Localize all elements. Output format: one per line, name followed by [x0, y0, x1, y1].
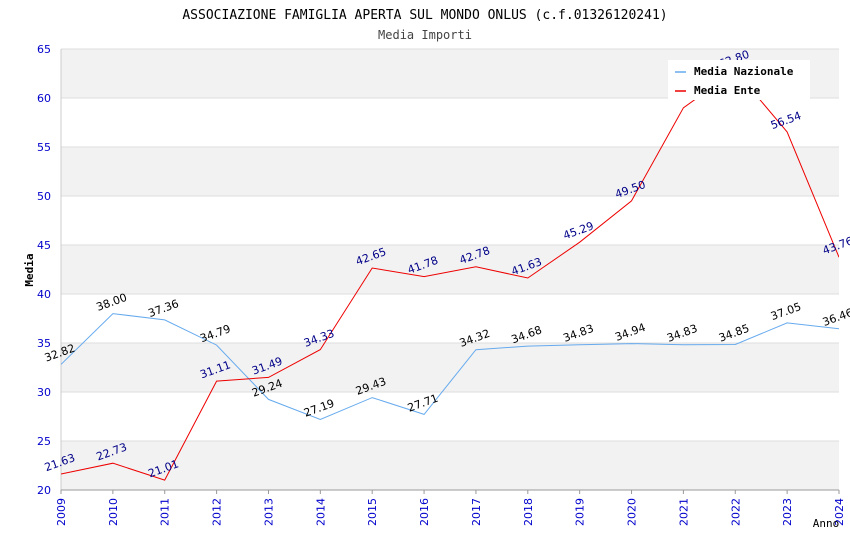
- series-line-media-nazionale: [61, 313, 839, 421]
- band: [61, 343, 839, 392]
- legend-background: [668, 60, 810, 100]
- x-tick-label: 2013: [262, 498, 275, 526]
- band: [61, 441, 839, 490]
- y-axis-label: Media: [23, 253, 36, 286]
- y-tick-label: 65: [37, 43, 51, 56]
- x-tick-label: 2023: [781, 498, 794, 526]
- tick-labels: 20 25 30 35 40 45 50 55 60 65 2009 2010 2011 2012 2013…: [37, 43, 846, 526]
- y-tick-label: 30: [37, 386, 51, 399]
- band: [61, 294, 839, 343]
- legend-label-media-nazionale: Media Nazionale: [694, 65, 794, 78]
- y-tick-label: 35: [37, 337, 51, 350]
- band: [61, 98, 839, 147]
- y-tick-label: 50: [37, 190, 51, 203]
- chart-subtitle: Media Importi: [378, 28, 472, 42]
- background-bands: [61, 49, 839, 490]
- y-tick-label: 55: [37, 141, 51, 154]
- x-tick-label: 2020: [626, 498, 639, 526]
- axes: [60, 49, 840, 494]
- x-tick-label: 2011: [159, 498, 172, 526]
- band: [61, 147, 839, 196]
- y-tick-label: 40: [37, 288, 51, 301]
- x-tick-label: 2018: [522, 498, 535, 526]
- x-tick-label: 2022: [729, 498, 742, 526]
- x-tick-label: 2015: [366, 498, 379, 526]
- x-tick-label: 2010: [107, 498, 120, 526]
- x-axis-label: Anno: [813, 517, 840, 530]
- x-tick-label: 2016: [418, 498, 431, 526]
- band: [61, 392, 839, 441]
- x-tick-label: 2017: [470, 498, 483, 526]
- x-tick-label: 2012: [211, 498, 224, 526]
- x-tick-label: 2024: [833, 498, 846, 526]
- y-tick-label: 60: [37, 92, 51, 105]
- y-tick-label: 20: [37, 484, 51, 497]
- y-tick-label: 45: [37, 239, 51, 252]
- x-tick-label: 2014: [314, 498, 327, 526]
- x-tick-label: 2021: [677, 498, 690, 526]
- band: [61, 196, 839, 245]
- legend: Media Nazionale Media Ente: [668, 60, 810, 100]
- gridlines: [61, 48, 839, 491]
- y-tick-label: 25: [37, 435, 51, 448]
- legend-label-media-ente: Media Ente: [694, 84, 761, 97]
- band: [61, 245, 839, 294]
- chart-title: ASSOCIAZIONE FAMIGLIA APERTA SUL MONDO O…: [182, 8, 667, 23]
- x-tick-label: 2019: [574, 498, 587, 526]
- x-tick-label: 2009: [55, 498, 68, 526]
